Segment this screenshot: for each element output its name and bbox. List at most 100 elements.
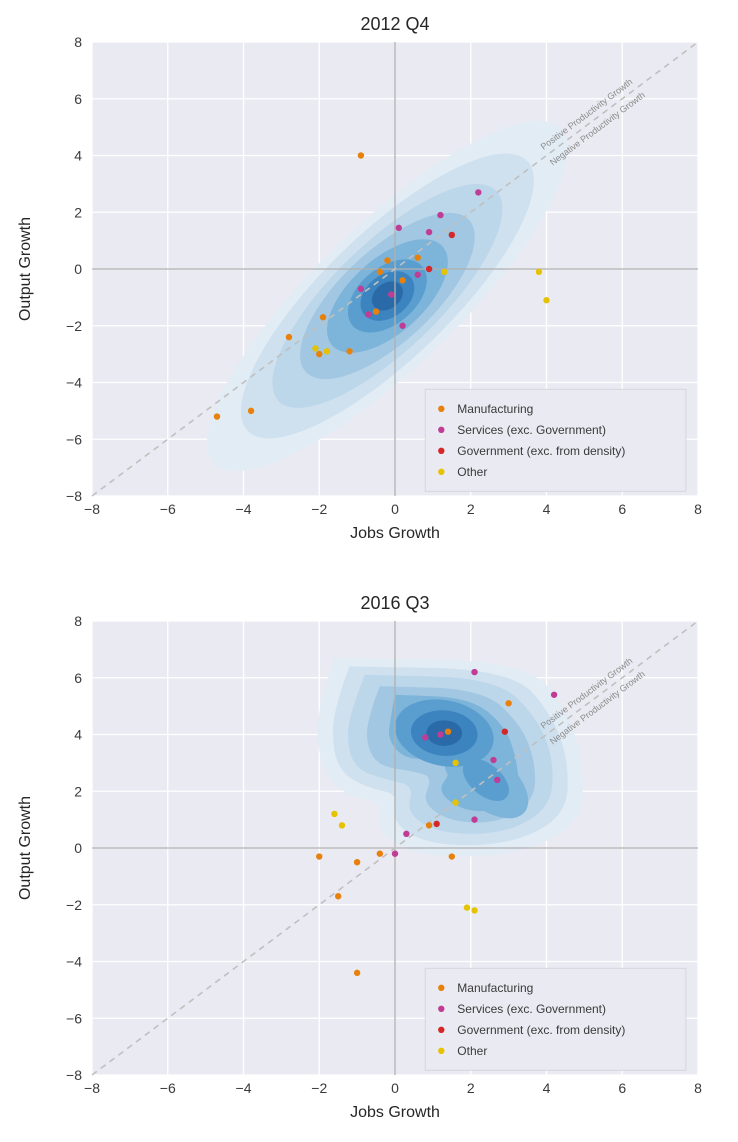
scatter-point (358, 286, 364, 292)
scatter-point (437, 212, 443, 218)
scatter-point (536, 269, 542, 275)
scatter-point (415, 254, 421, 260)
scatter-point (354, 970, 360, 976)
scatter-point (494, 777, 500, 783)
svg-text:6: 6 (74, 670, 82, 686)
scatter-point (320, 314, 326, 320)
panel-title: 2016 Q3 (360, 593, 429, 613)
scatter-point (396, 225, 402, 231)
scatter-point (316, 853, 322, 859)
scatter-point (335, 893, 341, 899)
svg-text:8: 8 (694, 1080, 702, 1096)
svg-text:−6: −6 (66, 1010, 82, 1026)
scatter-point (426, 229, 432, 235)
scatter-point (475, 189, 481, 195)
y-axis-label: Output Growth (17, 796, 34, 900)
svg-text:2: 2 (467, 1080, 475, 1096)
scatter-point (445, 728, 451, 734)
scatter-point (403, 831, 409, 837)
y-axis-label: Output Growth (17, 217, 34, 321)
svg-text:0: 0 (74, 261, 82, 277)
legend-item-label: Services (exc. Government) (457, 1002, 606, 1016)
svg-text:2: 2 (74, 783, 82, 799)
scatter-point (415, 271, 421, 277)
scatter-point (354, 859, 360, 865)
legend: Manufacturing Services (exc. Government) G… (425, 389, 686, 491)
svg-text:−2: −2 (311, 501, 327, 517)
svg-text:−2: −2 (66, 897, 82, 913)
scatter-point (437, 731, 443, 737)
scatter-point (441, 269, 447, 275)
panel-title: 2012 Q4 (360, 14, 429, 34)
scatter-point (346, 348, 352, 354)
scatter-point (551, 692, 557, 698)
svg-text:4: 4 (74, 148, 82, 164)
svg-text:−4: −4 (66, 954, 82, 970)
scatter-point (365, 311, 371, 317)
scatter-point (399, 323, 405, 329)
svg-text:−6: −6 (160, 501, 176, 517)
x-axis-label: Jobs Growth (350, 1104, 440, 1121)
svg-text:6: 6 (618, 501, 626, 517)
scatter-point (471, 816, 477, 822)
svg-text:8: 8 (694, 501, 702, 517)
svg-text:−6: −6 (160, 1080, 176, 1096)
svg-text:8: 8 (74, 613, 82, 629)
scatter-point (373, 308, 379, 314)
scatter-point (377, 850, 383, 856)
scatter-point (331, 811, 337, 817)
figure: −8−6−4−202468−8−6−4−202468Positive Produ… (0, 0, 738, 1142)
svg-text:−6: −6 (66, 431, 82, 447)
scatter-point (543, 297, 549, 303)
svg-text:8: 8 (74, 34, 82, 50)
x-axis-label: Jobs Growth (350, 525, 440, 542)
scatter-point (471, 907, 477, 913)
scatter-point (312, 345, 318, 351)
legend-item-label: Manufacturing (457, 981, 533, 995)
svg-text:−4: −4 (236, 1080, 252, 1096)
panel-0: −8−6−4−202468−8−6−4−202468Positive Produ… (17, 14, 702, 542)
legend-item-label: Manufacturing (457, 402, 533, 416)
svg-text:4: 4 (543, 1080, 551, 1096)
scatter-point (452, 760, 458, 766)
svg-text:−2: −2 (66, 318, 82, 334)
scatter-point (433, 821, 439, 827)
scatter-point (358, 152, 364, 158)
scatter-point (426, 822, 432, 828)
scatter-point (490, 757, 496, 763)
scatter-point (449, 853, 455, 859)
svg-text:2: 2 (74, 204, 82, 220)
scatter-point (286, 334, 292, 340)
svg-text:−2: −2 (311, 1080, 327, 1096)
panel-1: −8−6−4−202468−8−6−4−202468Positive Produ… (17, 593, 702, 1121)
scatter-point (214, 413, 220, 419)
scatter-point (452, 799, 458, 805)
legend-item-label: Government (exc. from density) (457, 444, 625, 458)
scatter-point (464, 904, 470, 910)
svg-text:0: 0 (391, 501, 399, 517)
svg-text:−4: −4 (236, 501, 252, 517)
legend-item-label: Government (exc. from density) (457, 1023, 625, 1037)
scatter-point (316, 351, 322, 357)
svg-text:6: 6 (74, 91, 82, 107)
svg-text:0: 0 (391, 1080, 399, 1096)
scatter-point (505, 700, 511, 706)
scatter-point (422, 734, 428, 740)
svg-text:6: 6 (618, 1080, 626, 1096)
svg-text:−4: −4 (66, 375, 82, 391)
svg-text:−8: −8 (84, 1080, 100, 1096)
scatter-point (377, 269, 383, 275)
svg-text:0: 0 (74, 840, 82, 856)
svg-text:−8: −8 (66, 488, 82, 504)
svg-text:−8: −8 (66, 1067, 82, 1083)
scatter-point (324, 348, 330, 354)
legend-item-label: Services (exc. Government) (457, 423, 606, 437)
legend-item-label: Other (457, 465, 487, 479)
scatter-point (502, 728, 508, 734)
svg-text:2: 2 (467, 501, 475, 517)
scatter-point (392, 850, 398, 856)
scatter-point (426, 266, 432, 272)
figure-svg: −8−6−4−202468−8−6−4−202468Positive Produ… (0, 0, 738, 1142)
svg-text:4: 4 (543, 501, 551, 517)
scatter-point (449, 232, 455, 238)
